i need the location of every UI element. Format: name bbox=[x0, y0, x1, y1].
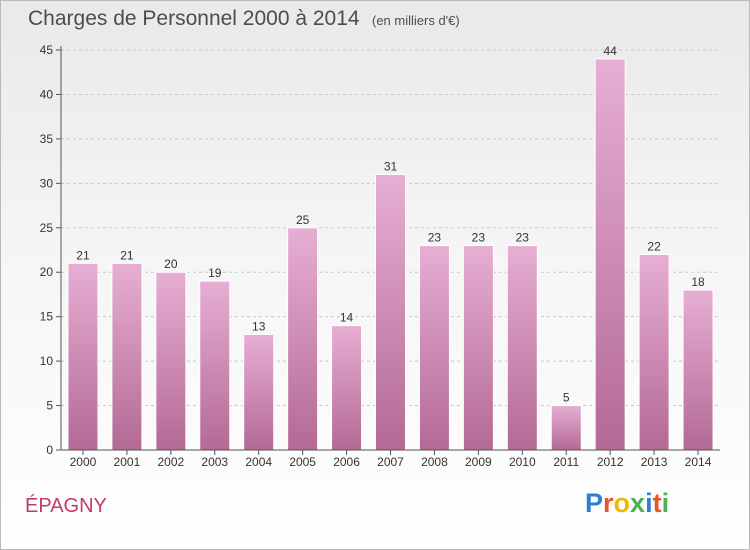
bar bbox=[199, 280, 231, 451]
axes bbox=[56, 46, 720, 455]
bar-value-label: 31 bbox=[384, 159, 398, 173]
x-tick-label: 2008 bbox=[421, 455, 448, 469]
x-tick-label: 2002 bbox=[157, 455, 184, 469]
y-tick-label: 30 bbox=[40, 176, 54, 190]
bar-value-label: 13 bbox=[252, 319, 266, 333]
y-tick-label: 10 bbox=[40, 354, 54, 368]
x-tick-label: 2010 bbox=[509, 455, 536, 469]
y-tick-label: 40 bbox=[40, 87, 54, 101]
bar-value-label: 20 bbox=[164, 257, 178, 271]
bar bbox=[287, 227, 319, 451]
y-tick-label: 15 bbox=[40, 310, 54, 324]
bar-value-label: 18 bbox=[691, 275, 705, 289]
x-tick-label: 2001 bbox=[114, 455, 141, 469]
x-tick-label: 2011 bbox=[553, 455, 579, 469]
x-tick-label: 2013 bbox=[641, 455, 668, 469]
bars bbox=[67, 58, 714, 451]
bar-value-label: 22 bbox=[647, 239, 661, 253]
y-tick-label: 0 bbox=[46, 443, 53, 457]
bar bbox=[506, 245, 538, 451]
bar-value-label: 25 bbox=[296, 213, 310, 227]
bar bbox=[67, 262, 99, 451]
bar bbox=[375, 173, 406, 451]
bar-value-label: 19 bbox=[208, 266, 222, 280]
proxiti-logo: Proxiti bbox=[585, 488, 669, 519]
bar-value-label: 23 bbox=[516, 231, 530, 245]
bar bbox=[594, 58, 626, 451]
bar bbox=[550, 405, 582, 451]
y-tick-label: 25 bbox=[40, 221, 54, 235]
bar bbox=[155, 271, 187, 451]
bar bbox=[111, 262, 143, 451]
bar bbox=[418, 245, 450, 451]
x-tick-label: 2006 bbox=[333, 455, 360, 469]
bar bbox=[331, 325, 363, 451]
logo-letter: r bbox=[603, 488, 614, 518]
y-tick-label: 20 bbox=[40, 265, 54, 279]
labels: 0 5 10 15 20 25 30 35 40 45 21 2000 21 2001 20 2002 19 20… bbox=[40, 43, 712, 469]
bar bbox=[243, 333, 275, 451]
logo-letter: t bbox=[652, 488, 662, 518]
y-tick-label: 45 bbox=[40, 43, 54, 57]
bar bbox=[462, 245, 494, 451]
logo-letter: x bbox=[630, 488, 646, 518]
bar-value-label: 14 bbox=[340, 311, 354, 325]
x-tick-label: 2007 bbox=[377, 455, 404, 469]
commune-name: ÉPAGNY bbox=[25, 495, 107, 517]
chart-subtitle: (en milliers d'€) bbox=[372, 13, 460, 28]
bar-value-label: 21 bbox=[76, 248, 90, 262]
bar-value-label: 21 bbox=[120, 248, 134, 262]
x-tick-label: 2012 bbox=[597, 455, 624, 469]
bar-value-label: 23 bbox=[472, 231, 486, 245]
logo-letter: i bbox=[645, 488, 653, 518]
x-tick-label: 2003 bbox=[201, 455, 228, 469]
logo-letter: o bbox=[613, 488, 631, 518]
bar bbox=[682, 289, 714, 451]
chart-title: Charges de Personnel 2000 à 2014 bbox=[28, 7, 360, 30]
y-tick-label: 5 bbox=[46, 399, 53, 413]
bar-value-label: 23 bbox=[428, 231, 442, 245]
y-tick-label: 35 bbox=[40, 132, 54, 146]
x-tick-label: 2014 bbox=[685, 455, 712, 469]
bar-value-label: 44 bbox=[603, 44, 617, 58]
x-tick-label: 2009 bbox=[465, 455, 492, 469]
bar-value-label: 5 bbox=[563, 391, 570, 405]
x-tick-label: 2004 bbox=[245, 455, 272, 469]
logo-letter: P bbox=[585, 488, 604, 518]
bar bbox=[638, 253, 670, 451]
logo-letter: i bbox=[661, 488, 670, 518]
x-tick-label: 2000 bbox=[70, 455, 97, 469]
x-tick-label: 2005 bbox=[289, 455, 316, 469]
